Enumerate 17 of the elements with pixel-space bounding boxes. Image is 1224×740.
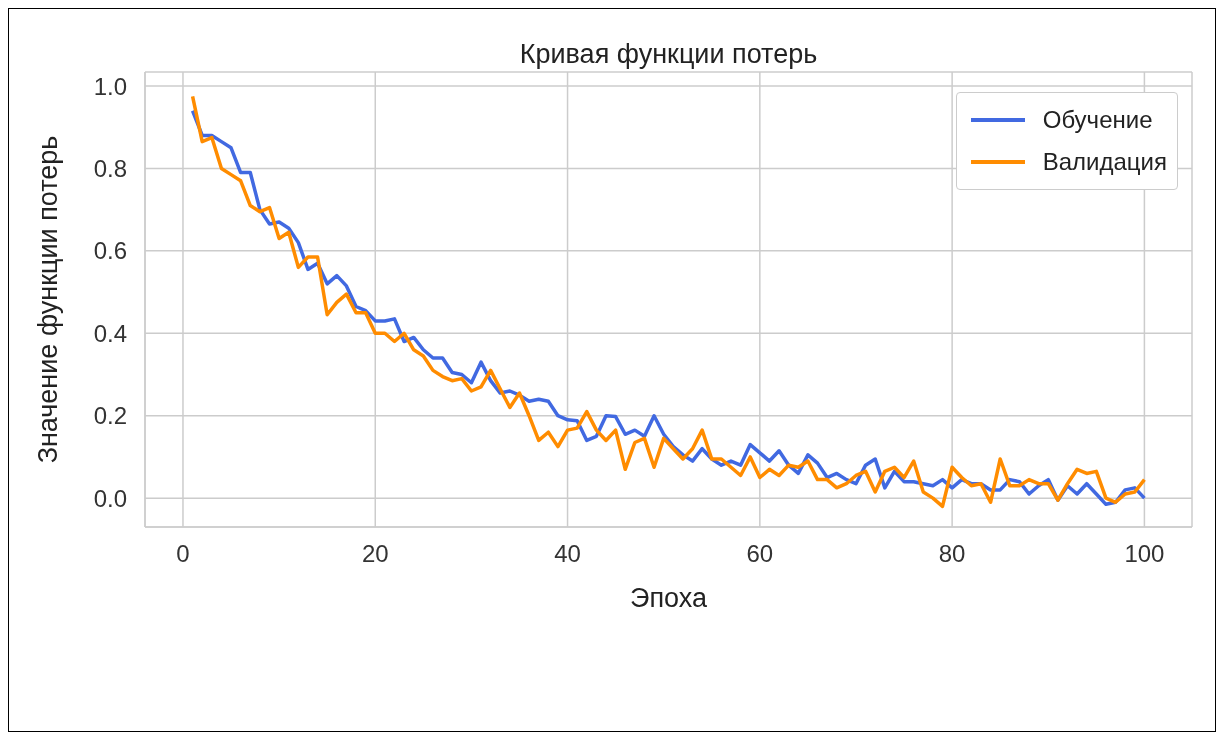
x-tick-label: 0 bbox=[176, 540, 190, 568]
x-tick-label: 40 bbox=[554, 540, 581, 568]
y-tick-label: 0.6 bbox=[93, 237, 127, 265]
chart-title: Кривая функции потерь bbox=[518, 39, 819, 70]
y-tick-label: 0.8 bbox=[93, 154, 127, 182]
y-tick-label: 0.0 bbox=[93, 484, 127, 512]
legend-label: Обучение bbox=[1042, 106, 1153, 134]
x-tick-label: 60 bbox=[746, 540, 774, 568]
y-tick-label: 0.4 bbox=[93, 319, 127, 347]
y-tick-label: 0.2 bbox=[93, 402, 127, 430]
y-axis-title: Значение функции потерь bbox=[32, 135, 63, 464]
x-tick-label: 80 bbox=[938, 540, 966, 568]
x-axis-title: Эпоха bbox=[630, 583, 708, 613]
x-tick-label: 100 bbox=[1124, 540, 1165, 568]
legend-label: Валидация bbox=[1042, 148, 1167, 176]
y-tick-label: 1.0 bbox=[93, 72, 127, 100]
x-tick-label: 20 bbox=[361, 540, 389, 568]
